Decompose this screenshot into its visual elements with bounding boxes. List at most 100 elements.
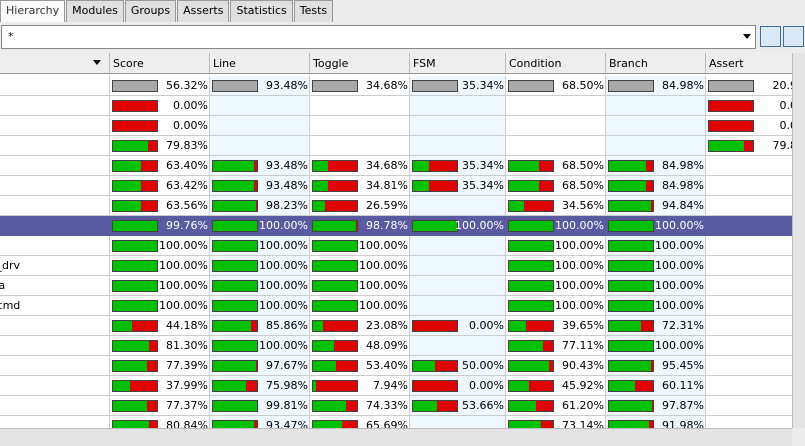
- coverage-label: 77.11%: [562, 339, 604, 352]
- coverage-label: 100.00%: [259, 279, 308, 292]
- metric-cell: 100.00%: [110, 276, 210, 296]
- name-cell: [0, 176, 110, 196]
- coverage-fill: [113, 381, 130, 391]
- metric-cell: 100.00%: [310, 296, 410, 316]
- tab[interactable]: Hierarchy: [0, 0, 66, 22]
- coverage-bar: [608, 240, 654, 252]
- table-row[interactable]: eq2ipscmd 100.00% 100.00% 100.00% 100.00% 100…: [0, 296, 792, 316]
- coverage-bar: [312, 320, 358, 332]
- coverage-label: 99.76%: [166, 219, 208, 232]
- coverage-label: 100.00%: [259, 239, 308, 252]
- table-row[interactable]: 77.37% 99.81% 74.33% 53.66% 61.20% 97.87%: [0, 396, 792, 416]
- table-row[interactable]: 80.84% 93.47% 65.69% 73.14% 91.98%: [0, 416, 792, 428]
- coverage-label: 20.92: [772, 79, 793, 92]
- coverage-label: 100.00%: [555, 219, 604, 232]
- metric-cell: [606, 116, 706, 136]
- coverage-label: 60.11%: [662, 379, 704, 392]
- tab[interactable]: Statistics: [230, 0, 293, 22]
- table-row[interactable]: 37.99% 75.98% 7.94% 0.00% 45.92% 60.11%: [0, 376, 792, 396]
- table-row[interactable]: 77.39% 97.67% 53.40% 50.00% 90.43% 95.45%: [0, 356, 792, 376]
- vertical-scrollbar[interactable]: [792, 53, 805, 428]
- table-row[interactable]: 79.83% 79.83: [0, 136, 792, 156]
- coverage-label: 100.00%: [655, 239, 704, 252]
- coverage-bar: [212, 380, 258, 392]
- coverage-fill: [509, 241, 553, 251]
- column-header[interactable]: Line: [210, 53, 310, 74]
- coverage-bar: [312, 240, 358, 252]
- coverage-label: 85.86%: [266, 319, 308, 332]
- coverage-label: 68.50%: [562, 159, 604, 172]
- table-row[interactable]: pscmd_drv 100.00% 100.00% 100.00% 100.00% 100…: [0, 256, 792, 276]
- column-header[interactable]: Assert: [706, 53, 792, 74]
- coverage-fill: [213, 161, 255, 171]
- metric-cell: [310, 136, 410, 156]
- table-row[interactable]: 63.42% 93.48% 34.81% 35.34% 68.50% 84.98%: [0, 176, 792, 196]
- metric-cell: 0.00%: [110, 116, 210, 136]
- name-cell: pscmd_drv: [0, 256, 110, 276]
- sum-button[interactable]: [760, 26, 781, 47]
- coverage-bar: [312, 300, 358, 312]
- coverage-fill: [509, 261, 553, 271]
- coverage-fill: [113, 201, 141, 211]
- table-row[interactable]: eq2dma 100.00% 100.00% 100.00% 100.00% 100.00…: [0, 276, 792, 296]
- coverage-fill: [509, 401, 536, 411]
- column-header[interactable]: Toggle: [310, 53, 410, 74]
- coverage-label: 0.00%: [173, 99, 208, 112]
- coverage-bar: [608, 280, 654, 292]
- coverage-fill: [609, 361, 651, 371]
- metric-cell: 91.98%: [606, 416, 706, 428]
- coverage-label: 84.98%: [662, 159, 704, 172]
- coverage-label: 100.00%: [555, 279, 604, 292]
- table-row[interactable]: 44.18% 85.86% 23.08% 0.00% 39.65% 72.31%: [0, 316, 792, 336]
- tab[interactable]: Groups: [124, 0, 177, 22]
- coverage-fill: [313, 421, 342, 428]
- coverage-bar: [212, 420, 258, 428]
- coverage-label: 93.48%: [266, 179, 308, 192]
- coverage-bar: [508, 200, 554, 212]
- table-row[interactable]: 81.30% 100.00% 48.09% 77.11% 100.00%: [0, 336, 792, 356]
- coverage-fill: [313, 221, 357, 231]
- coverage-label: 99.81%: [266, 399, 308, 412]
- metric-cell: [410, 416, 506, 428]
- tab[interactable]: Modules: [66, 0, 124, 22]
- metric-cell: 80.84%: [110, 416, 210, 428]
- column-header[interactable]: FSM: [410, 53, 506, 74]
- coverage-fill: [213, 341, 257, 351]
- coverage-fill: [609, 341, 653, 351]
- table-row[interactable]: 56.32% 93.48% 34.68% 35.34% 68.50% 84.98% 20.9…: [0, 76, 792, 96]
- column-header[interactable]: Branch: [606, 53, 706, 74]
- table-row[interactable]: 63.56% 98.23% 26.59% 34.56% 94.84%: [0, 196, 792, 216]
- tab[interactable]: Asserts: [177, 0, 230, 22]
- column-header[interactable]: Condition: [506, 53, 606, 74]
- coverage-bar: [312, 180, 358, 192]
- list-button[interactable]: [783, 26, 804, 47]
- table-row[interactable]: 0.00% 0.00: [0, 116, 792, 136]
- coverage-fill: [509, 181, 540, 191]
- filter-input[interactable]: *: [1, 25, 756, 49]
- table-row[interactable]: 99.76% 100.00% 98.78% 100.00% 100.00% 100.00%: [0, 216, 792, 236]
- table-row[interactable]: 63.40% 93.48% 34.68% 35.34% 68.50% 84.98%: [0, 156, 792, 176]
- coverage-bar: [212, 180, 258, 192]
- horizontal-scrollbar[interactable]: [0, 428, 792, 446]
- coverage-label: 100.00%: [655, 339, 704, 352]
- coverage-bar: [608, 340, 654, 352]
- tab[interactable]: Tests: [293, 0, 334, 22]
- metric-cell: 100.00%: [606, 256, 706, 276]
- table-row[interactable]: ps_arb 100.00% 100.00% 100.00% 100.00% 100.00…: [0, 236, 792, 256]
- coverage-bar: [508, 80, 554, 92]
- coverage-label: 63.42%: [166, 179, 208, 192]
- table-row[interactable]: 0.00% 0.00: [0, 96, 792, 116]
- name-cell: [0, 136, 110, 156]
- metric-cell: 100.00%: [606, 276, 706, 296]
- name-header[interactable]: [0, 53, 110, 74]
- coverage-fill: [609, 381, 636, 391]
- coverage-bar: [412, 180, 458, 192]
- dropdown-arrow[interactable]: [743, 34, 751, 39]
- coverage-fill: [313, 241, 357, 251]
- column-header[interactable]: Score: [110, 53, 210, 74]
- coverage-fill: [509, 221, 553, 231]
- coverage-bar: [312, 360, 358, 372]
- coverage-bar: [312, 380, 358, 392]
- metric-cell: 53.40%: [310, 356, 410, 376]
- metric-cell: 23.08%: [310, 316, 410, 336]
